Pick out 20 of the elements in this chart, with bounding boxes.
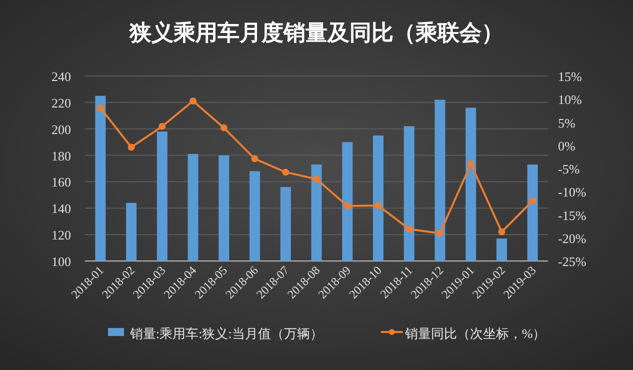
y-tick-label: 200 — [52, 122, 71, 137]
y-tick-label: 220 — [52, 95, 71, 110]
y-tick-label: 100 — [52, 254, 71, 269]
y2-tick-label: -20% — [558, 230, 586, 246]
y2-tick-label: 15% — [558, 69, 582, 84]
y-tick-label: 160 — [52, 174, 71, 190]
chart-title: 狭义乘用车月度销量及同比（乘联会） — [128, 20, 504, 45]
legend-label: 销量同比（次坐标，%） — [404, 326, 546, 341]
y-tick-label: 240 — [52, 69, 71, 84]
y2-tick-label: -15% — [558, 208, 586, 223]
y-tick-label: 180 — [52, 148, 71, 164]
legend-label: 销量:乘用车:狭义:当月值（万辆） — [129, 326, 323, 341]
y2-tick-label: 5% — [558, 115, 576, 130]
y2-tick-label: 10% — [558, 92, 582, 108]
y-tick-label: 140 — [52, 201, 71, 216]
y2-tick-label: 0% — [558, 138, 576, 154]
y-tick-label: 120 — [52, 228, 71, 243]
y2-tick-label: -10% — [558, 184, 586, 200]
y2-tick-label: -5% — [558, 162, 580, 176]
y2-tick-label: -25% — [558, 254, 586, 269]
